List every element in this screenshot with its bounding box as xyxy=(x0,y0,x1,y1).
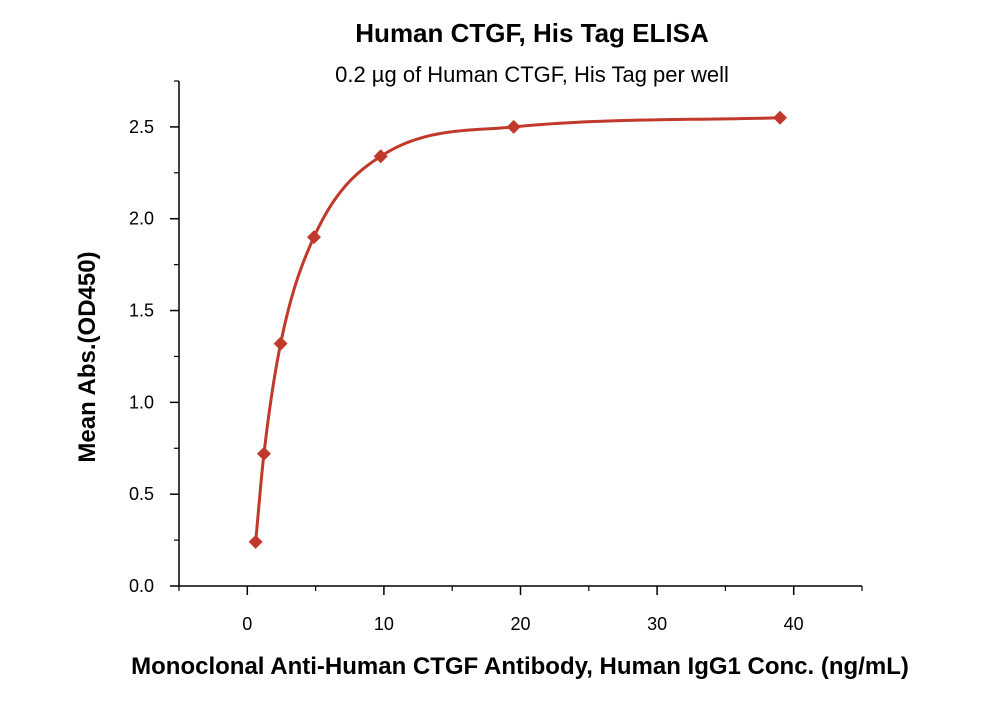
data-point-diamond xyxy=(273,336,288,351)
data-point-diamond xyxy=(256,446,271,461)
data-point-diamond xyxy=(506,119,521,134)
fit-curve xyxy=(254,116,781,543)
chart-subtitle: 0.2 µg of Human CTGF, His Tag per well xyxy=(335,62,729,87)
y-tick-label: 2.0 xyxy=(129,209,154,229)
data-point-diamond xyxy=(248,534,263,549)
data-point-diamond xyxy=(373,149,388,164)
y-tick-label: 1.5 xyxy=(129,301,154,321)
chart-title: Human CTGF, His Tag ELISA xyxy=(355,18,709,48)
data-point-diamond xyxy=(306,230,321,245)
x-tick-label: 0 xyxy=(242,614,252,634)
y-tick-label: 2.5 xyxy=(129,117,154,137)
x-tick-label: 20 xyxy=(510,614,530,634)
y-tick-label: 0.0 xyxy=(129,576,154,596)
y-axis-label: Mean Abs.(OD450) xyxy=(74,251,101,463)
x-tick-label: 30 xyxy=(647,614,667,634)
x-tick-label: 40 xyxy=(784,614,804,634)
y-tick-label: 1.0 xyxy=(129,392,154,412)
x-tick-label: 10 xyxy=(374,614,394,634)
data-point-diamond xyxy=(773,110,788,125)
x-axis-label: Monoclonal Anti-Human CTGF Antibody, Hum… xyxy=(131,653,909,680)
y-tick-label: 0.5 xyxy=(129,484,154,504)
